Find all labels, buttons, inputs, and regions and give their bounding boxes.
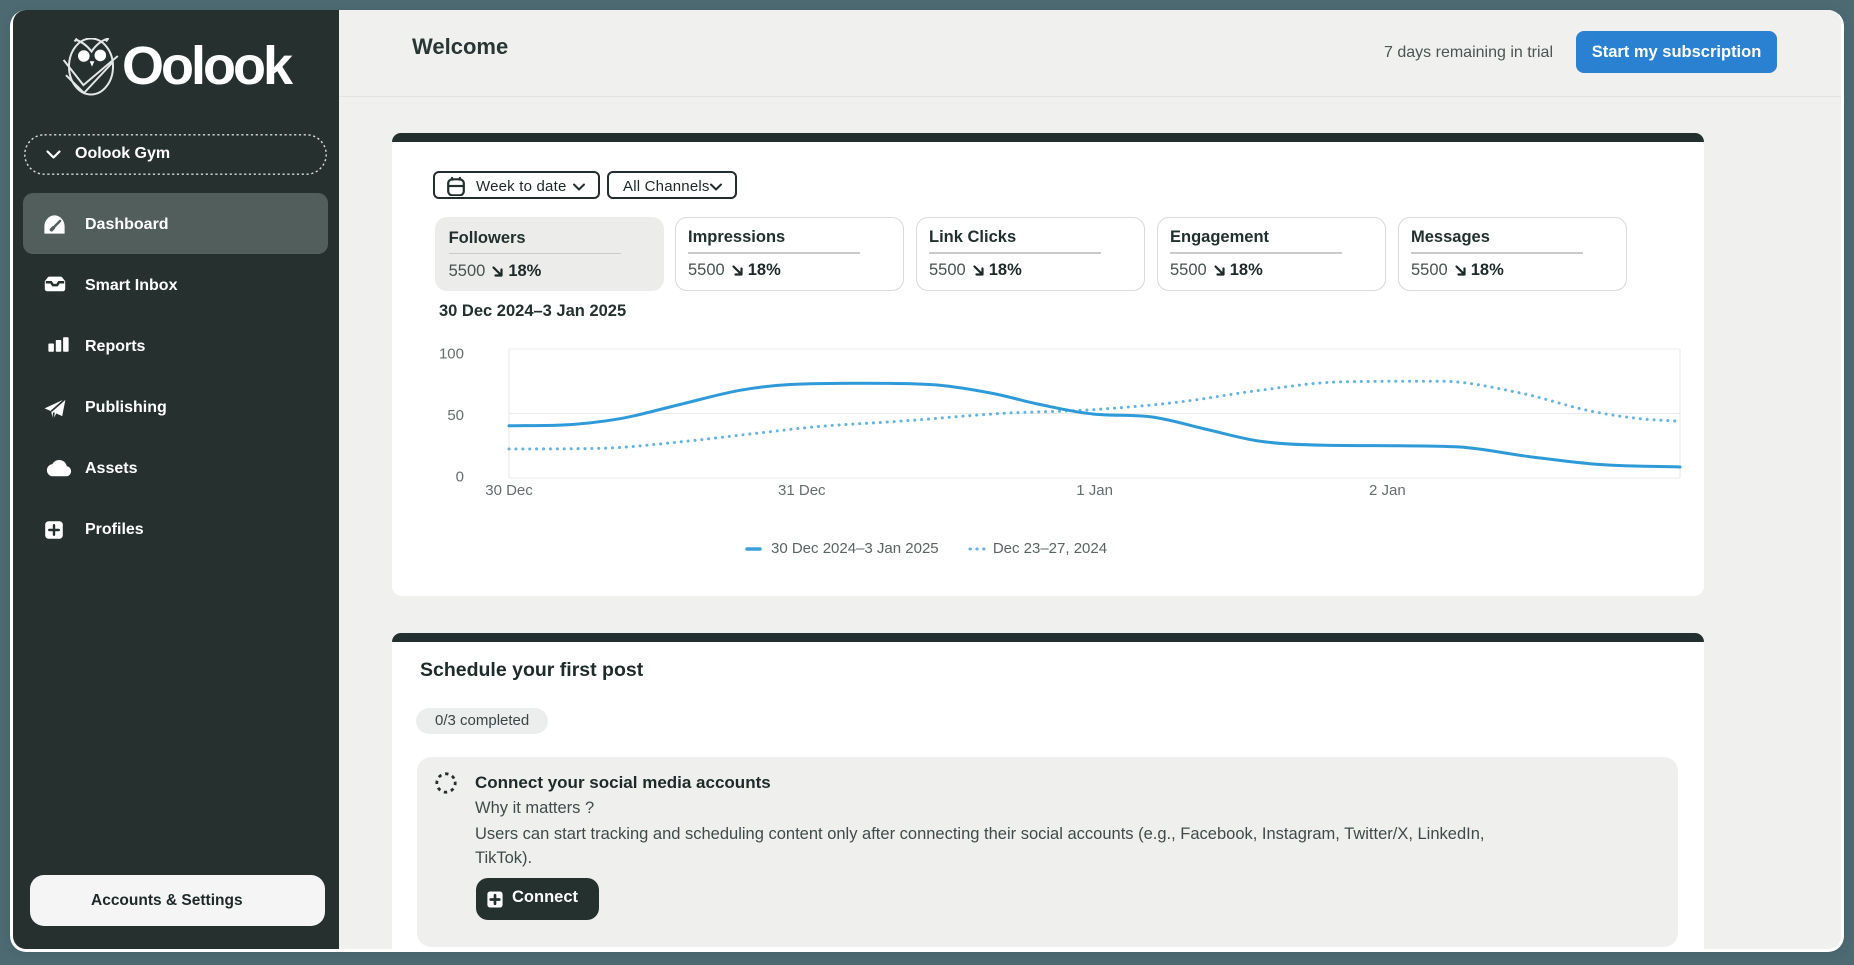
svg-text:1 Jan: 1 Jan	[1076, 482, 1113, 499]
svg-text:100: 100	[439, 346, 464, 363]
svg-text:2 Jan: 2 Jan	[1369, 482, 1406, 499]
svg-text:50: 50	[447, 407, 464, 424]
svg-text:31 Dec: 31 Dec	[778, 482, 826, 499]
svg-text:0: 0	[456, 469, 464, 486]
svg-text:30 Dec: 30 Dec	[485, 482, 533, 499]
